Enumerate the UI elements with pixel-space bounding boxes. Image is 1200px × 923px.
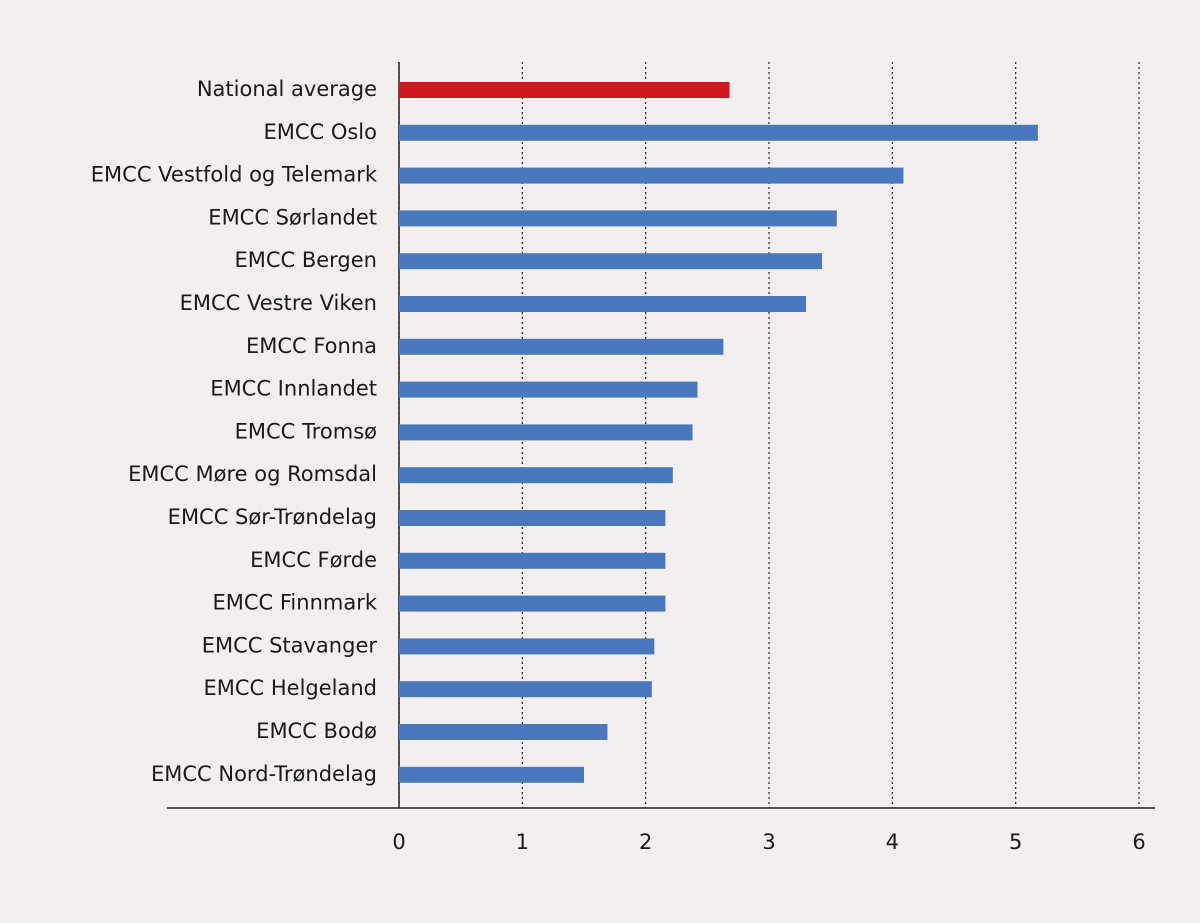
- bar: [399, 210, 837, 227]
- y-tick-label: EMCC Vestfold og Telemark: [91, 163, 378, 187]
- bar: [399, 552, 666, 569]
- bar: [399, 338, 724, 355]
- bar: [399, 766, 584, 783]
- y-tick-label: EMCC Nord-Trøndelag: [151, 762, 377, 786]
- y-tick-label: EMCC Fonna: [246, 334, 377, 358]
- bar: [399, 296, 806, 312]
- y-tick-label: National average: [197, 77, 377, 101]
- y-tick-label: EMCC Tromsø: [235, 419, 378, 443]
- bar: [399, 167, 904, 184]
- y-tick-label: EMCC Førde: [250, 548, 377, 572]
- bar: [399, 82, 730, 98]
- y-tick-label: EMCC Finnmark: [212, 591, 377, 615]
- bar: [399, 124, 1038, 141]
- x-tick-label: 1: [516, 830, 529, 854]
- bar: [399, 467, 673, 484]
- y-tick-label: EMCC Helgeland: [203, 676, 377, 700]
- y-tick-label: EMCC Bodø: [256, 719, 377, 743]
- bar: [399, 638, 655, 655]
- x-tick-label: 5: [1009, 830, 1022, 854]
- y-tick-label: EMCC Sør-Trøndelag: [168, 505, 377, 529]
- y-tick-label: EMCC Sørlandet: [208, 205, 377, 229]
- x-tick-label: 0: [392, 830, 405, 854]
- y-tick-label: EMCC Møre og Romsdal: [128, 462, 377, 486]
- x-tick-label: 2: [639, 830, 652, 854]
- y-tick-label: EMCC Vestre Viken: [180, 291, 377, 315]
- x-tick-label: 6: [1132, 830, 1145, 854]
- x-tick-label: 4: [886, 830, 899, 854]
- y-tick-label: EMCC Bergen: [234, 248, 377, 272]
- y-tick-label: EMCC Stavanger: [202, 633, 378, 657]
- bar: [399, 381, 698, 398]
- bar: [399, 510, 666, 526]
- bar: [399, 595, 666, 612]
- bar: [399, 681, 652, 698]
- y-tick-label: EMCC Oslo: [263, 120, 377, 144]
- bar: [399, 424, 693, 441]
- y-tick-label: EMCC Innlandet: [210, 377, 377, 401]
- bar: [399, 253, 823, 270]
- x-tick-label: 3: [762, 830, 775, 854]
- bar: [399, 724, 608, 740]
